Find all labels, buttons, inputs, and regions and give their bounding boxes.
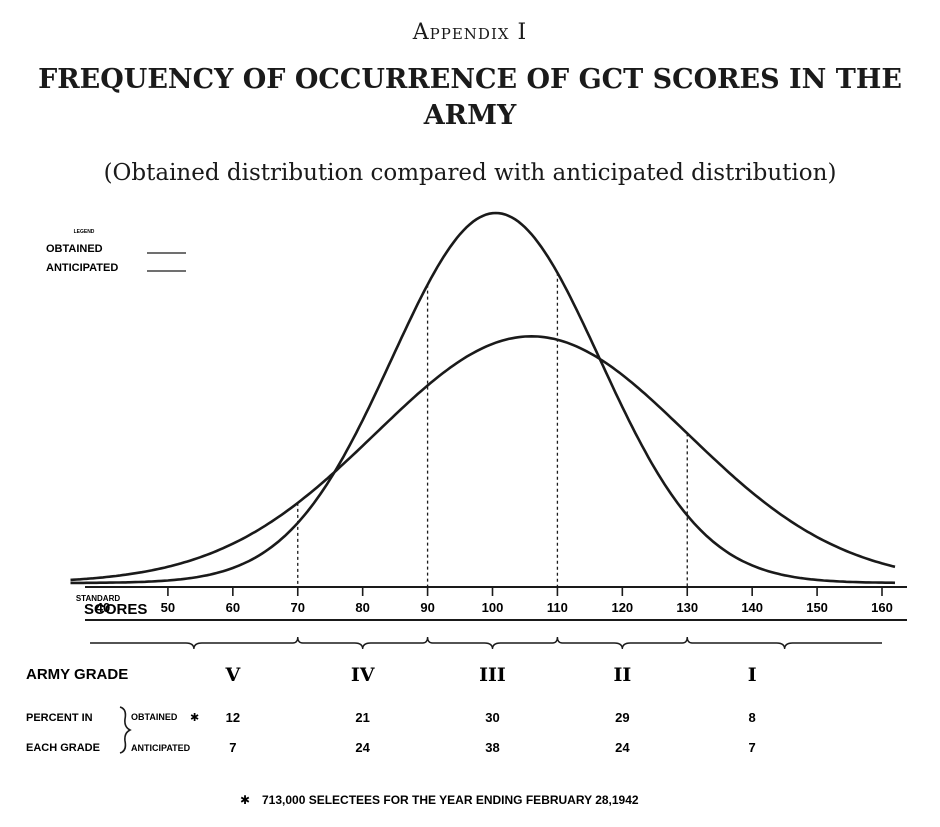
x-tick-label-70: 70: [291, 600, 305, 615]
anticipated-value-1: 7: [229, 740, 236, 755]
obtained-value-2: 21: [355, 710, 369, 725]
grade-1: V: [224, 664, 241, 686]
anticipated-value-3: 38: [485, 740, 499, 755]
legend-anticipated-label: ANTICIPATED: [46, 262, 118, 274]
anticipated-percent-row: 7 24 38 24 7: [229, 740, 756, 755]
anticipated-row-label: ANTICIPATED: [131, 743, 191, 753]
x-tick-label-140: 140: [741, 600, 763, 615]
obtained-value-4: 29: [615, 710, 629, 725]
army-grade-label: ARMY GRADE: [26, 666, 128, 683]
obtained-row-marker: ✱: [190, 712, 199, 724]
percent-label-line1: PERCENT IN: [26, 712, 93, 724]
x-tick-label-150: 150: [806, 600, 828, 615]
army-grade-row: V IV III II I: [224, 664, 756, 686]
x-tick-label-90: 90: [420, 600, 434, 615]
anticipated-value-2: 24: [355, 740, 370, 755]
chart-subtitle: (Obtained distribution compared with ant…: [103, 160, 837, 186]
x-tick-label-50: 50: [161, 600, 175, 615]
anticipated-value-4: 24: [615, 740, 630, 755]
percent-group-brace: [119, 706, 132, 754]
curve-obtained: [70, 211, 896, 585]
grade-5: I: [748, 664, 757, 686]
grade-boundaries: [297, 272, 688, 586]
obtained-value-3: 30: [485, 710, 499, 725]
grade-brace-line: [90, 636, 882, 650]
x-axis-label-line2: SCORES: [84, 601, 147, 618]
x-tick-label-80: 80: [355, 600, 369, 615]
x-axis-label-line1: STANDARD: [76, 594, 121, 603]
legend-heading: LEGEND: [74, 229, 95, 235]
obtained-value-1: 12: [226, 710, 240, 725]
percent-label-line2: EACH GRADE: [26, 742, 100, 754]
x-axis-ticks: 40 50 60 70 80 90 100 110 120 130 140 150 160: [96, 587, 893, 615]
appendix-heading: Appendix I: [412, 20, 528, 45]
x-tick-label-40: 40: [96, 600, 110, 615]
grade-4: II: [613, 664, 631, 686]
curve-anticipated: [70, 334, 896, 582]
x-tick-label-60: 60: [226, 600, 240, 615]
footnote-text: 713,000 SELECTEES FOR THE YEAR ENDING FE…: [262, 793, 639, 807]
x-tick-label-130: 130: [676, 600, 698, 615]
grade-2: IV: [351, 664, 376, 686]
anticipated-value-5: 7: [749, 740, 756, 755]
obtained-percent-row: 12 21 30 29 8: [226, 710, 756, 725]
obtained-row-label: OBTAINED: [131, 712, 178, 722]
obtained-value-5: 8: [749, 710, 756, 725]
x-tick-label-160: 160: [871, 600, 893, 615]
x-tick-label-110: 110: [547, 600, 568, 615]
distribution-curves: [70, 211, 896, 585]
chart-title: FREQUENCY OF OCCURRENCE OF GCT SCORES IN…: [38, 64, 902, 131]
footnote-marker: ✱: [240, 793, 250, 807]
x-tick-label-120: 120: [611, 600, 633, 615]
legend-obtained-label: OBTAINED: [46, 243, 103, 255]
grade-3: III: [479, 664, 506, 686]
x-tick-label-100: 100: [482, 600, 504, 615]
